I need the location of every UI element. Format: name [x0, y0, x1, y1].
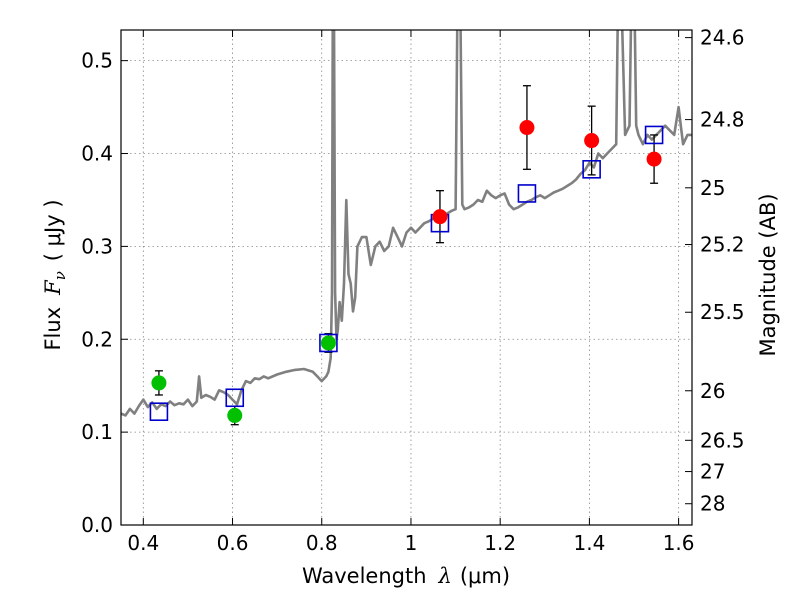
y-tick-label: 0.0 [81, 513, 113, 537]
magnitude-tick-label: 25 [700, 176, 725, 200]
model-flux-square [517, 184, 537, 203]
optical-flux-point [151, 375, 167, 391]
model-flux-square [149, 402, 169, 421]
x-axis-label-text: Wavelength [302, 564, 427, 588]
model-flux-square [319, 333, 338, 353]
nir-flux-point [519, 120, 535, 136]
x-tick-label: 0.8 [306, 531, 338, 555]
y-tick-label: 0.1 [81, 420, 113, 444]
y-tick-label: 0.3 [81, 234, 113, 258]
x-axis-label-unit: (μm) [460, 564, 510, 588]
x-tick-label: 0.6 [217, 531, 249, 555]
magnitude-tick-labels: 24.6 24.8 25 25.2 25.5 26 26.5 27 28 [700, 26, 745, 516]
tick-marks [121, 30, 692, 526]
magnitude-tick-label: 27 [700, 460, 725, 484]
magnitude-tick-label: 26 [700, 379, 725, 403]
y-tick-labels: 0.0 0.1 0.2 0.3 0.4 0.5 [81, 49, 113, 537]
nir-flux-point [584, 133, 600, 149]
y-tick-label: 0.5 [81, 49, 113, 73]
magnitude-axis-label: Magnitude (AB) [756, 193, 780, 356]
y-axis-label: Flux Fν ( μJy ) [41, 199, 69, 350]
marker-layer [149, 120, 664, 423]
x-tick-label: 1.6 [663, 531, 695, 555]
optical-flux-point [320, 335, 336, 351]
y-tick-label: 0.4 [81, 142, 113, 166]
x-tick-labels: 0.4 0.6 0.8 1 1.2 1.4 1.6 [127, 531, 694, 555]
model-flux-square [582, 160, 601, 179]
y-axis-label-symbol: F [41, 279, 65, 296]
plot-frame [120, 29, 693, 526]
y-tick-label: 0.2 [81, 327, 113, 351]
spectrum-line [121, 30, 692, 417]
nir-flux-point [646, 151, 662, 167]
magnitude-tick-label: 28 [700, 492, 725, 516]
grid-lines [121, 30, 692, 526]
y-axis-label-text: Flux [41, 307, 65, 351]
y-axis-label-unit: ( μJy ) [41, 199, 65, 261]
y-axis-label-subscript: ν [51, 271, 69, 280]
errorbar-layer [154, 85, 659, 426]
x-axis-label: Wavelength λ (μm) [302, 564, 510, 588]
x-tick-label: 1.2 [484, 531, 516, 555]
model-flux-square [644, 125, 664, 145]
x-axis-label-symbol: λ [438, 564, 452, 588]
magnitude-tick-label: 26.5 [700, 428, 745, 452]
magnitude-tick-label: 25.5 [700, 300, 745, 324]
optical-flux-point [227, 407, 243, 423]
nir-flux-point [432, 209, 448, 225]
spectrum-layer [121, 30, 692, 417]
magnitude-tick-label: 24.8 [700, 108, 745, 132]
x-tick-label: 1.4 [573, 531, 605, 555]
magnitude-tick-label: 25.2 [700, 233, 745, 257]
x-tick-label: 0.4 [127, 531, 159, 555]
x-tick-label: 1 [405, 531, 418, 555]
magnitude-tick-label: 24.6 [700, 26, 745, 50]
model-flux-square [225, 388, 245, 408]
